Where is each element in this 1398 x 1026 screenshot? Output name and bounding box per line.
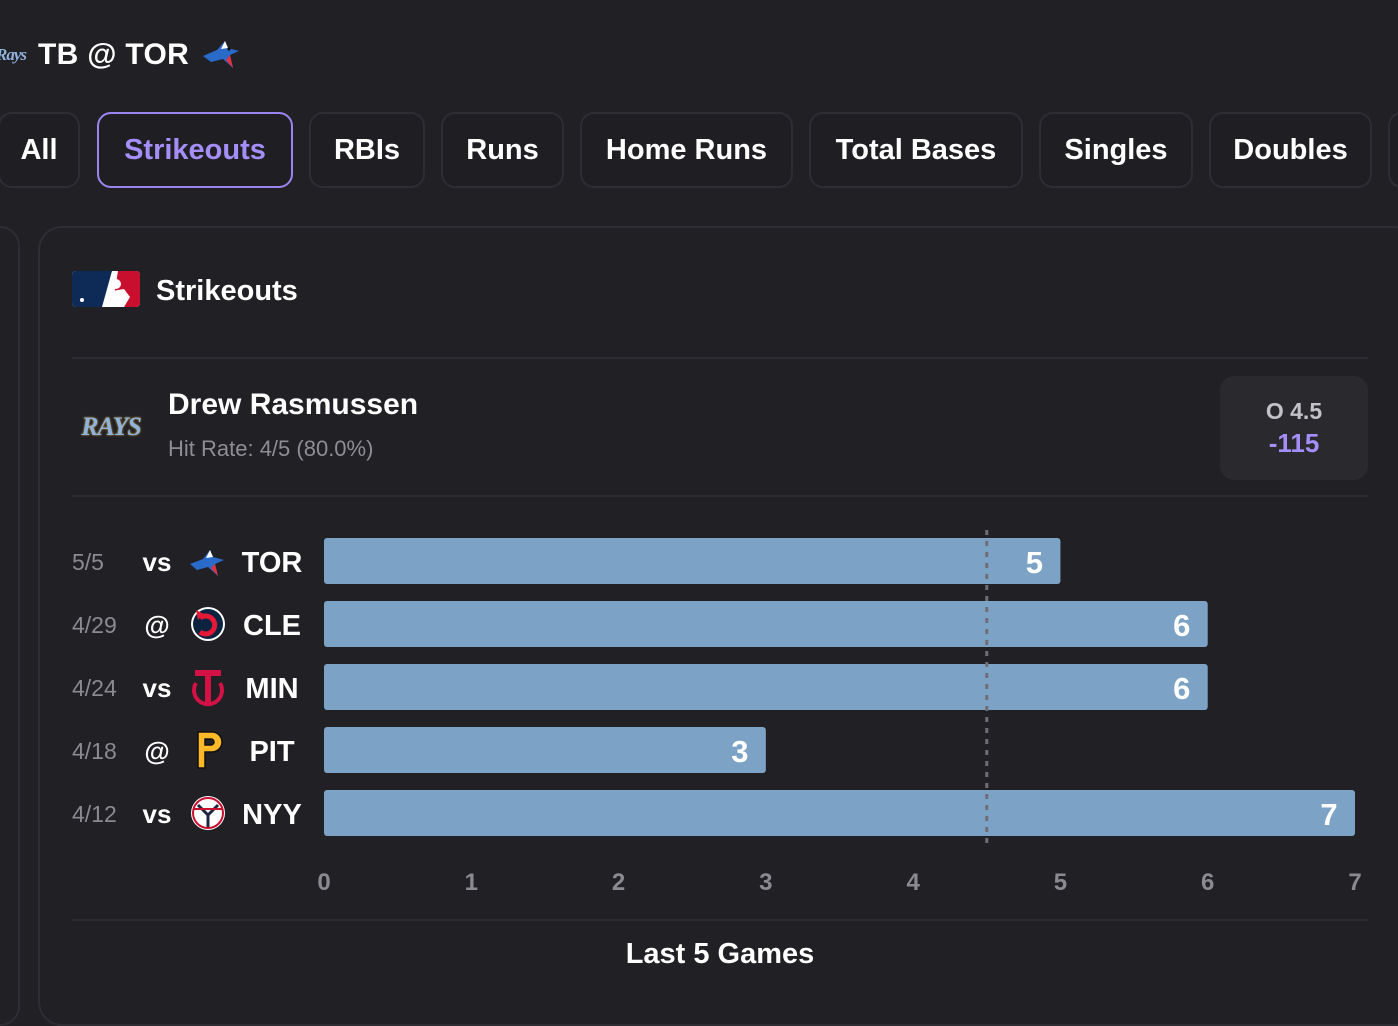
game-date: 4/29	[72, 612, 117, 638]
home-away-indicator: @	[144, 736, 169, 766]
tab-strikeouts[interactable]: Strikeouts	[97, 112, 293, 188]
opponent-abbr: NYY	[242, 799, 302, 831]
game-date: 4/24	[72, 675, 117, 701]
rays-logo-icon: Rays	[0, 45, 27, 64]
odds-line: O 4.5	[1265, 398, 1323, 424]
tab-singles[interactable]: Singles	[1039, 112, 1193, 188]
game-date: 4/18	[72, 738, 117, 764]
hit-rate: Hit Rate: 4/5 (80.0%)	[168, 436, 374, 461]
game-date: 5/5	[72, 549, 104, 575]
bar-value-label: 3	[731, 734, 748, 769]
tab-total-bases[interactable]: Total Bases	[809, 112, 1023, 188]
opponent-abbr: MIN	[245, 673, 298, 705]
home-away-indicator: vs	[143, 799, 172, 829]
bar-game-3[interactable]	[324, 664, 1208, 710]
tab-all[interactable]: All	[0, 112, 80, 188]
matchup-title: TB @ TOR	[38, 38, 190, 71]
tab-runs[interactable]: Runs	[441, 112, 564, 188]
bar-value-label: 7	[1320, 797, 1337, 832]
bar-game-1[interactable]	[324, 538, 1061, 584]
home-away-indicator: vs	[143, 547, 172, 577]
blue-jays-logo-icon	[201, 38, 241, 72]
stat-tabs: All Strikeouts RBIs Runs Home Runs Total…	[0, 112, 1398, 192]
x-tick-label: 3	[759, 869, 772, 896]
matchup-header: Rays TB @ TOR	[0, 30, 241, 80]
home-away-indicator: vs	[143, 673, 172, 703]
odds-price: -115	[1268, 428, 1320, 458]
bar-game-5[interactable]	[324, 790, 1355, 836]
opponent-abbr: CLE	[243, 610, 301, 642]
card-header: Strikeouts	[72, 268, 298, 314]
guardians-logo-icon	[191, 607, 225, 641]
tab-doubles[interactable]: Doubles	[1209, 112, 1372, 188]
odds-button[interactable]: O 4.5 -115	[1220, 376, 1368, 480]
strikeouts-bar-chart: 5/5 vs TOR 5 4/29 @ CLE 6 4/24 vs MIN 6 4/18 @ PIT 3 4/1…	[72, 530, 1362, 896]
bar-game-4[interactable]	[324, 727, 766, 773]
yankees-logo-icon	[191, 796, 225, 830]
x-tick-label: 6	[1201, 869, 1214, 896]
x-tick-label: 1	[465, 869, 478, 896]
opponent-abbr: TOR	[242, 547, 303, 579]
tab-home-runs[interactable]: Home Runs	[580, 112, 793, 188]
rays-logo-icon: RAYS	[81, 412, 142, 441]
card-title: Strikeouts	[156, 274, 298, 307]
x-tick-label: 7	[1348, 869, 1361, 896]
player-divider	[72, 495, 1368, 497]
header-divider	[72, 357, 1368, 359]
game-date: 4/12	[72, 801, 117, 827]
chart-caption: Last 5 Games	[625, 938, 815, 970]
bar-game-2[interactable]	[324, 601, 1208, 647]
home-away-indicator: @	[144, 610, 169, 640]
x-tick-label: 5	[1054, 869, 1067, 896]
x-tick-label: 2	[612, 869, 625, 896]
mlb-logo-icon	[72, 270, 140, 312]
tab-rbis[interactable]: RBIs	[309, 112, 425, 188]
bar-value-label: 6	[1173, 671, 1190, 706]
x-tick-label: 4	[906, 869, 920, 896]
bar-value-label: 6	[1173, 608, 1190, 643]
pirates-logo-icon	[197, 731, 223, 769]
opponent-abbr: PIT	[249, 736, 294, 768]
bar-value-label: 5	[1026, 545, 1043, 580]
player-name[interactable]: Drew Rasmussen	[168, 388, 419, 421]
blue-jays-logo-icon	[190, 550, 224, 576]
chart-divider	[72, 919, 1368, 921]
twins-logo-icon	[192, 670, 224, 707]
x-tick-label: 0	[317, 869, 330, 896]
